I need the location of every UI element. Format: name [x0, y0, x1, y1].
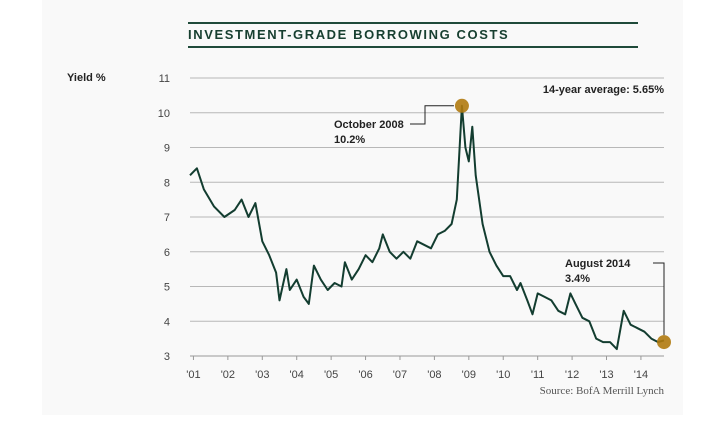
x-tick-label: '09: [462, 369, 476, 381]
x-tick-label: '01: [186, 369, 200, 381]
peak-marker: [454, 98, 469, 113]
x-tick-label: '05: [324, 369, 338, 381]
x-tick-label: '02: [221, 369, 235, 381]
x-tick-label: '04: [290, 369, 304, 381]
peak-annotation-value: 10.2%: [334, 134, 365, 146]
latest-annotation-value: 3.4%: [565, 273, 590, 285]
y-tick-label: 5: [164, 282, 170, 294]
y-tick-label: 3: [164, 351, 170, 363]
y-tick-label: 8: [164, 177, 170, 189]
x-tick-label: '06: [358, 369, 372, 381]
y-axis-label: Yield %: [67, 72, 106, 84]
x-tick-label: '07: [393, 369, 407, 381]
x-tick-label: '12: [565, 369, 579, 381]
y-tick-label: 10: [158, 108, 170, 120]
x-tick-label: '03: [255, 369, 269, 381]
yield-line: [189, 104, 665, 351]
peak-leader-line: [410, 105, 454, 125]
title-bottom-rule: [188, 46, 638, 48]
x-tick-label: '08: [427, 369, 441, 381]
latest-leader-line: [653, 262, 665, 336]
y-tick-label: 9: [164, 143, 170, 155]
y-tick-label: 6: [164, 247, 170, 259]
x-tick-label: '10: [496, 369, 510, 381]
y-tick-label: 4: [164, 316, 170, 328]
y-tick-label: 7: [164, 212, 170, 224]
latest-annotation-label: August 2014: [565, 258, 631, 270]
x-tick-label: '14: [634, 369, 648, 381]
y-tick-label: 11: [159, 73, 170, 85]
latest-marker: [657, 335, 671, 350]
chart-panel: [42, 0, 683, 415]
chart-title: INVESTMENT-GRADE BORROWING COSTS: [188, 27, 510, 42]
x-tick-label: '13: [599, 369, 613, 381]
average-annotation: 14-year average: 5.65%: [543, 84, 664, 96]
x-tick-label: '11: [531, 369, 545, 381]
title-top-rule: [188, 22, 638, 24]
peak-annotation-label: October 2008: [334, 119, 404, 131]
source-note: Source: BofA Merrill Lynch: [539, 385, 664, 397]
